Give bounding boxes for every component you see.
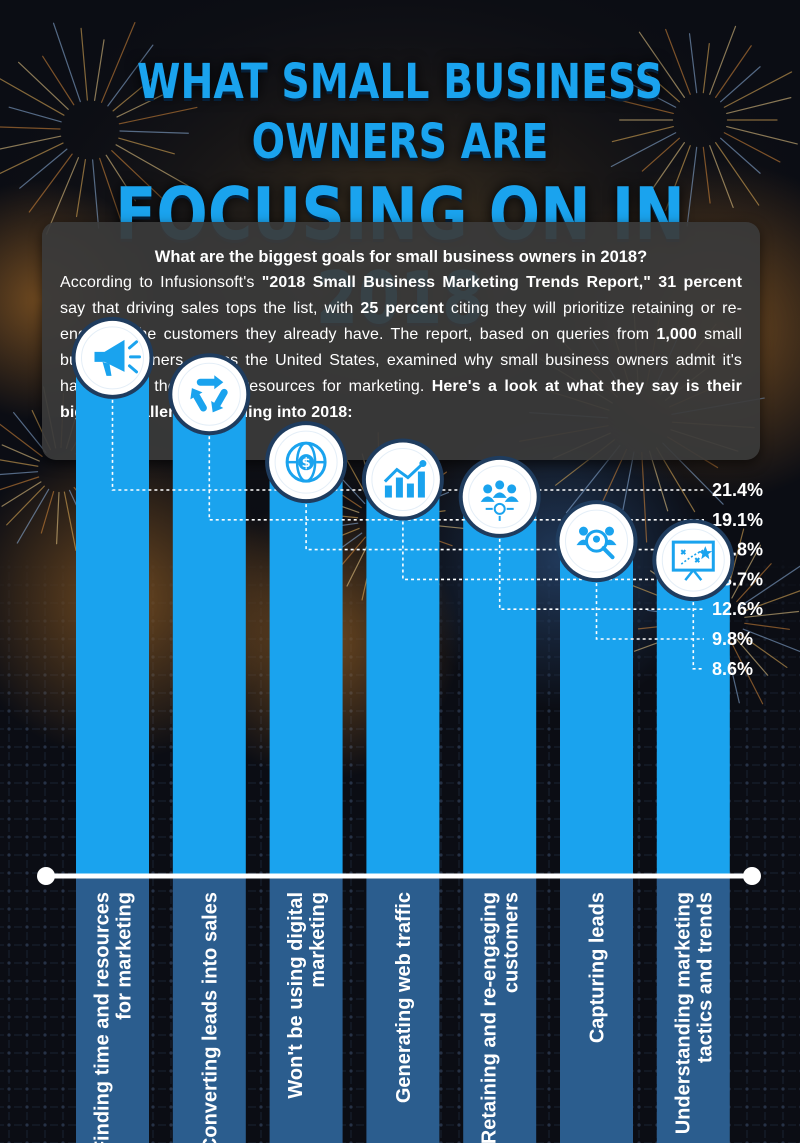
- category-label: Won't be using digitalmarketing: [285, 892, 329, 1099]
- value-label: 12.6%: [712, 599, 763, 619]
- intro-question: What are the biggest goals for small bus…: [154, 248, 648, 266]
- axis-right-dot: [743, 867, 761, 885]
- network-people-icon: [458, 455, 541, 538]
- intro-text-2: say that driving sales tops the list, wi…: [60, 300, 361, 317]
- category-label: Converting leads into sales: [199, 892, 221, 1143]
- lead-search-icon: [555, 500, 638, 583]
- category-panel: [76, 876, 149, 1143]
- category-label: Generating web traffic: [393, 892, 415, 1103]
- intro-bold-1: "2018 Small Business Marketing Trends Re…: [261, 274, 742, 291]
- intro-text-3: citing they will prioritize retaining or…: [60, 300, 742, 343]
- category-panel: [463, 876, 537, 1143]
- category-label: Retaining and re-engagingcustomers: [479, 892, 523, 1143]
- axis-left-dot: [37, 867, 55, 885]
- strategy-board-icon: [652, 519, 735, 602]
- category-label: Understanding marketingtactics and trend…: [672, 892, 716, 1134]
- value-label: 8.6%: [712, 659, 753, 679]
- category-label: Finding time and resourcesfor marketing: [92, 892, 136, 1143]
- category-label: Capturing leads: [587, 892, 609, 1043]
- svg-text:$: $: [302, 456, 311, 471]
- bar: [366, 479, 440, 876]
- bar: [76, 357, 149, 876]
- globe-dollar-icon: $: [265, 421, 348, 504]
- intro-text-1: According to Infusionsoft's: [60, 274, 262, 291]
- category-panel: [269, 876, 343, 1143]
- category-panel: [656, 876, 730, 1143]
- bar: [463, 496, 537, 876]
- category-panel: [172, 876, 246, 1143]
- value-label: 21.4%: [712, 480, 763, 500]
- intro-box: What are the biggest goals for small bus…: [42, 222, 760, 460]
- megaphone-icon: [71, 316, 154, 399]
- value-label: 9.8%: [712, 629, 753, 649]
- category-panel: [366, 876, 440, 1143]
- bar: [656, 560, 730, 876]
- value-label: 19.1%: [712, 510, 763, 530]
- title-line-1: WHAT SMALL BUSINESS OWNERS ARE: [137, 54, 663, 170]
- intro-bold-3: 1,000: [656, 326, 697, 343]
- growth-chart-icon: [361, 438, 444, 521]
- intro-bold-2: 25 percent: [360, 300, 444, 317]
- category-panel: [560, 876, 633, 1143]
- recycle-icon: [168, 353, 251, 436]
